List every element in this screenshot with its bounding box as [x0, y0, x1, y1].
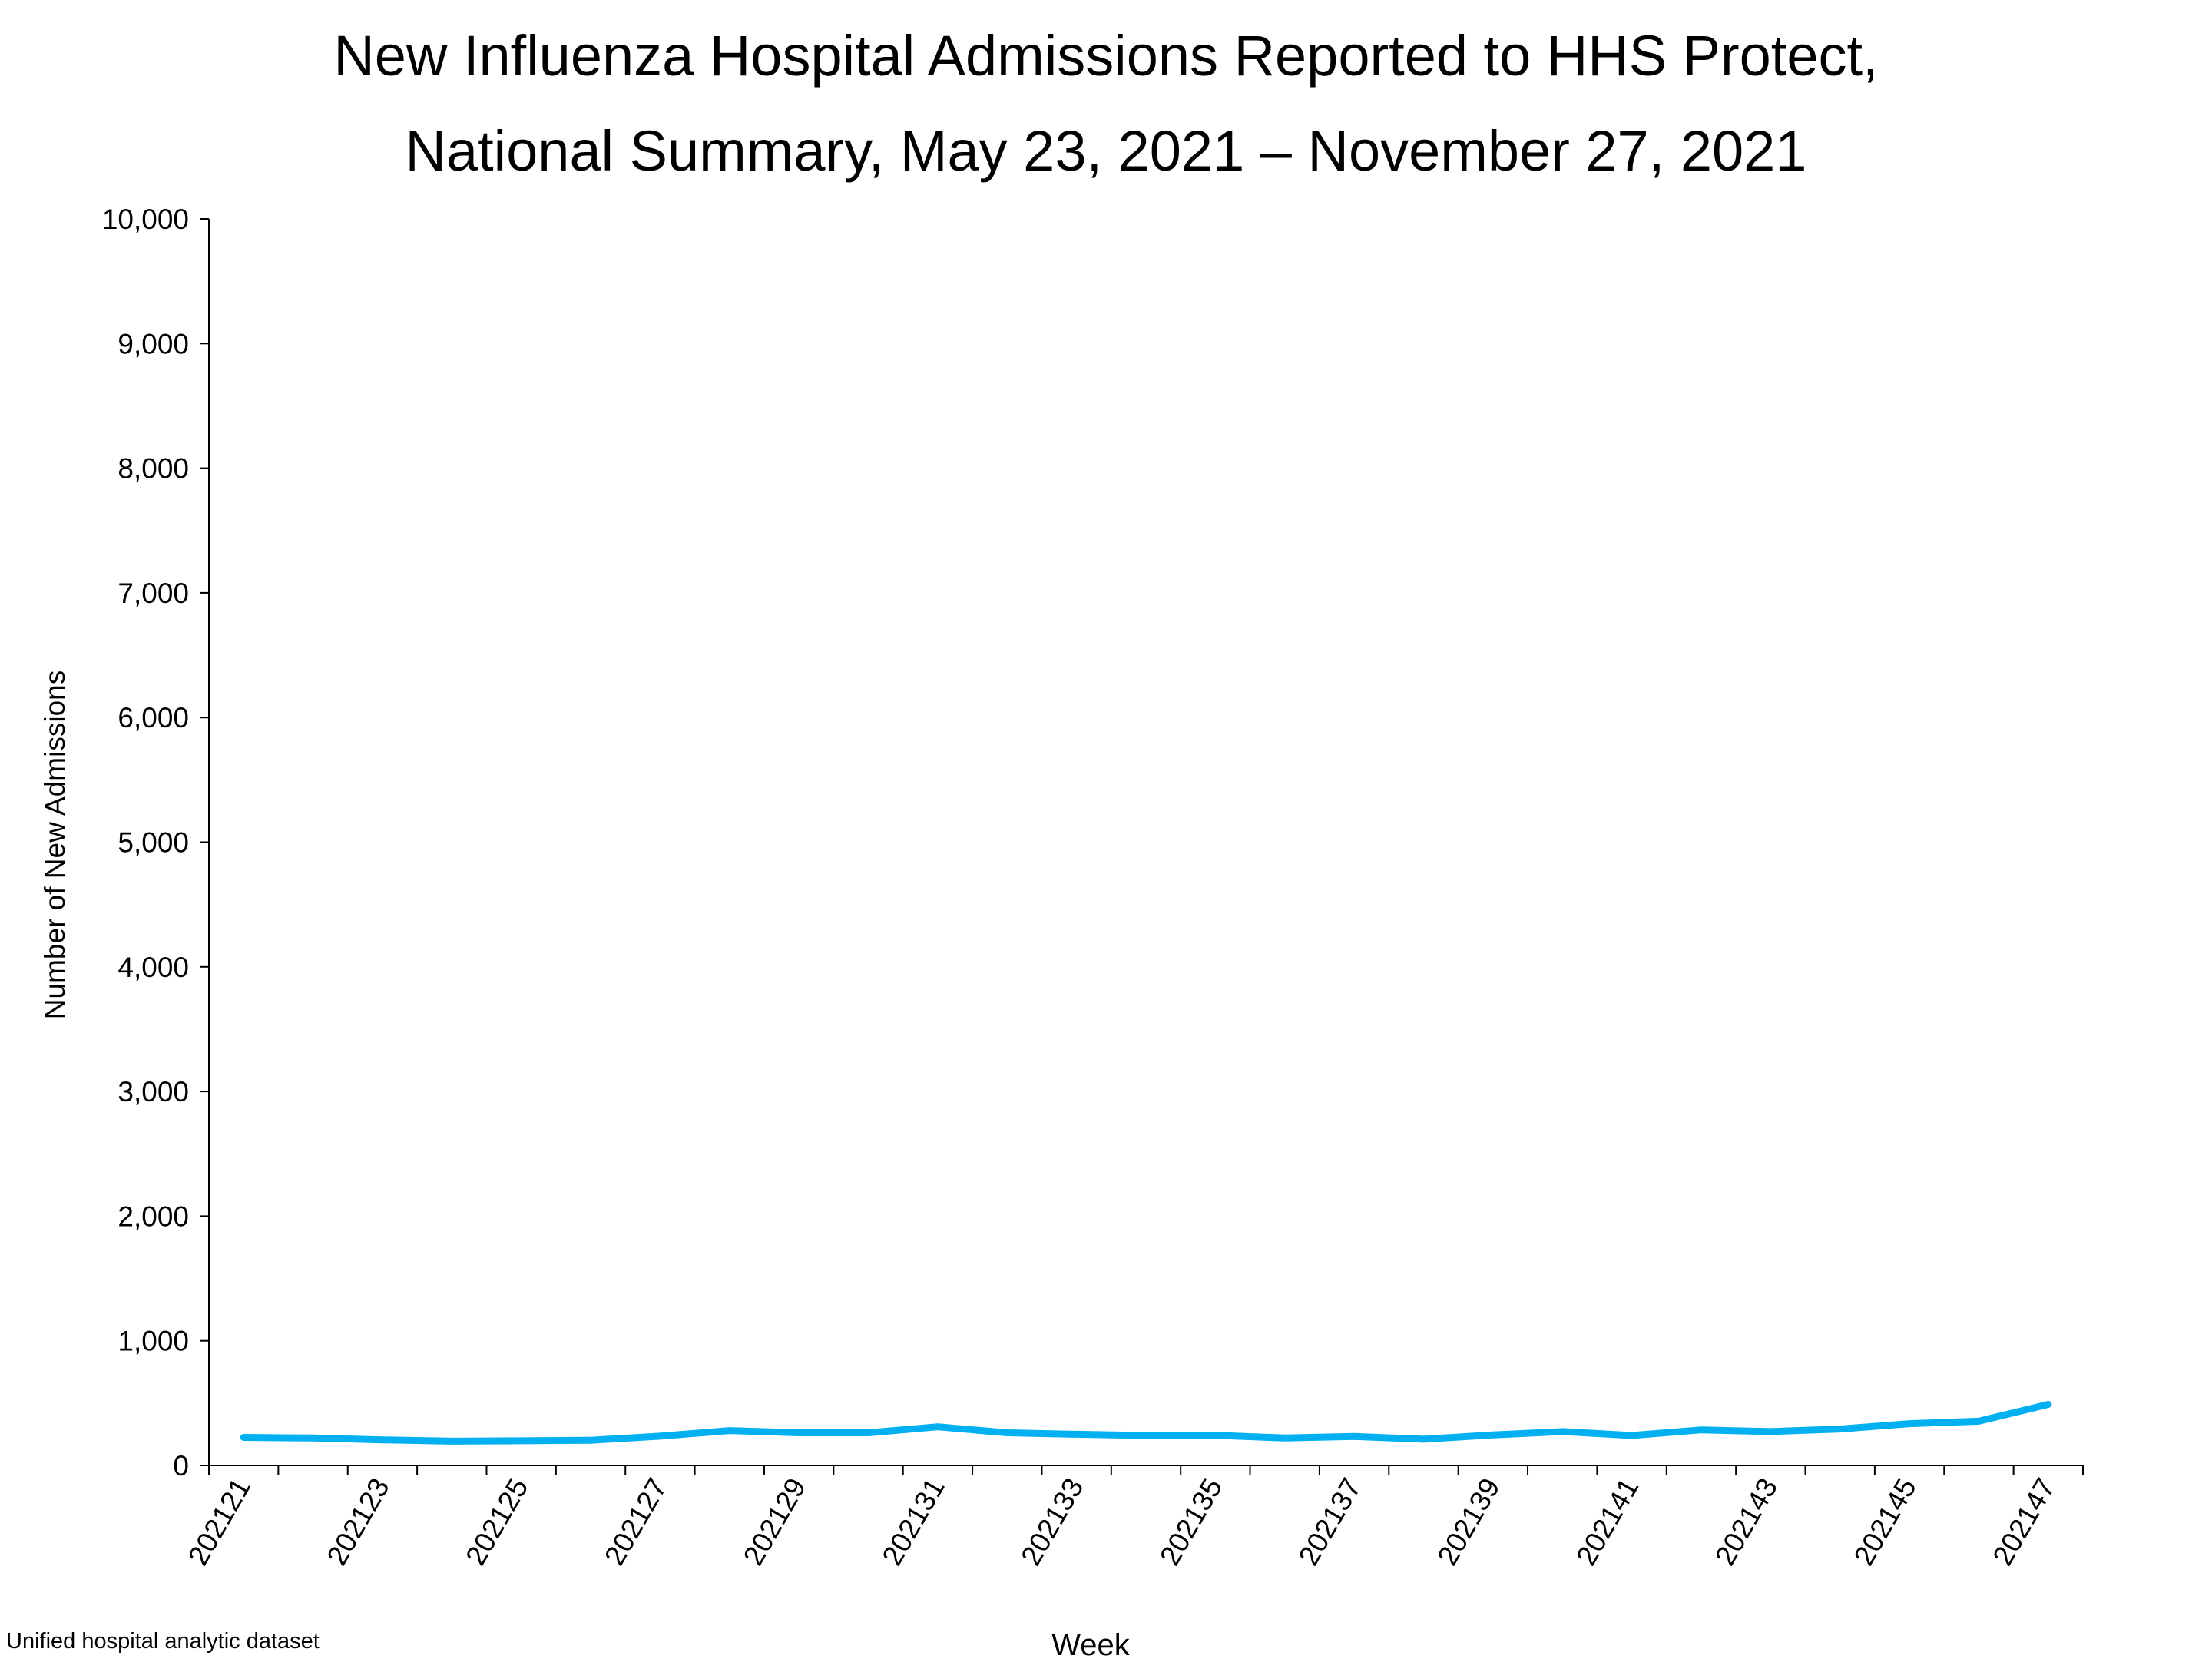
- y-axis-label: Number of New Admissions: [39, 671, 71, 1019]
- x-tick-label: 202145: [1848, 1473, 1922, 1571]
- series-line: [240, 1401, 2052, 1445]
- x-tick-label: 202127: [598, 1473, 673, 1571]
- y-tick-label: 4,000: [118, 952, 189, 983]
- y-tick-label: 9,000: [118, 328, 189, 359]
- y-tick-label: 5,000: [118, 827, 189, 859]
- x-axis-label: Week: [1051, 1628, 1131, 1659]
- x-tick-label: 202129: [737, 1473, 812, 1571]
- x-tick-label: 202143: [1709, 1473, 1783, 1571]
- x-tick-label: 202147: [1987, 1473, 2061, 1571]
- x-tick-label: 202131: [876, 1473, 951, 1571]
- x-tick-label: 202133: [1015, 1473, 1089, 1571]
- y-axis-ticks: 0 1,000 2,000 3,000 4,000 5,000 6,000 7,000 8,00…: [102, 204, 209, 1482]
- x-axis-ticks: 202121 202123 202125 202127 202129 202131 2021…: [182, 1465, 2084, 1571]
- x-tick-label: 202135: [1154, 1473, 1228, 1571]
- x-tick-label: 202141: [1570, 1473, 1644, 1571]
- x-tick-label: 202123: [321, 1473, 396, 1571]
- y-tick-label: 0: [173, 1450, 189, 1482]
- y-tick-label: 10,000: [102, 204, 189, 235]
- y-tick-label: 6,000: [118, 702, 189, 733]
- y-tick-label: 2,000: [118, 1200, 189, 1232]
- x-tick-label: 202125: [459, 1473, 534, 1571]
- chart-title-line-1: New Influenza Hospital Admissions Report…: [333, 24, 1879, 88]
- x-tick-label: 202139: [1432, 1473, 1506, 1571]
- series-layer: [240, 1401, 2052, 1445]
- x-tick-label: 202121: [182, 1473, 257, 1571]
- data-source-note: Unified hospital analytic dataset: [6, 1629, 320, 1654]
- y-tick-label: 7,000: [118, 578, 189, 609]
- chart-title-line-2: National Summary, May 23, 2021 – Novembe…: [405, 119, 1807, 183]
- axes: [208, 219, 2083, 1466]
- y-tick-label: 3,000: [118, 1076, 189, 1108]
- x-tick-label: 202137: [1293, 1473, 1367, 1571]
- y-tick-label: 1,000: [118, 1326, 189, 1357]
- y-tick-label: 8,000: [118, 453, 189, 485]
